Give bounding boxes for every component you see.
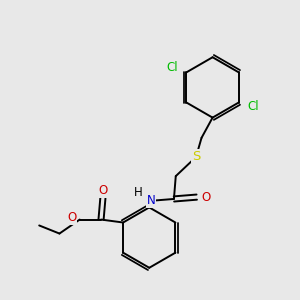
Text: S: S: [192, 151, 200, 164]
Text: H: H: [134, 186, 142, 199]
Text: O: O: [201, 190, 211, 204]
Text: O: O: [67, 211, 76, 224]
Text: Cl: Cl: [247, 100, 259, 113]
Text: O: O: [98, 184, 107, 196]
Text: Cl: Cl: [167, 61, 178, 74]
Text: N: N: [147, 194, 155, 207]
